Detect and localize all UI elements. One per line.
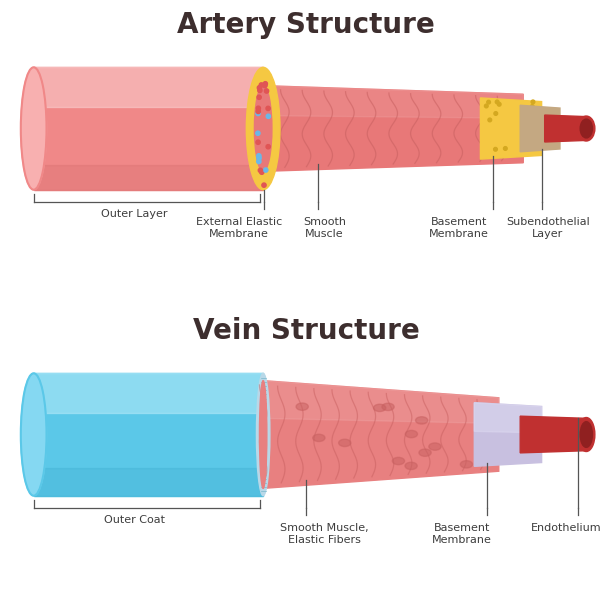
Ellipse shape (256, 154, 261, 158)
Polygon shape (263, 381, 499, 424)
Polygon shape (520, 105, 560, 152)
Ellipse shape (416, 417, 428, 424)
Polygon shape (480, 98, 542, 159)
Polygon shape (474, 403, 542, 433)
Text: Endothelium: Endothelium (531, 523, 602, 533)
Ellipse shape (382, 403, 394, 411)
Ellipse shape (259, 381, 267, 488)
Ellipse shape (256, 110, 260, 114)
Ellipse shape (263, 81, 267, 86)
Ellipse shape (264, 89, 269, 93)
Text: Basement
Membrane: Basement Membrane (432, 523, 492, 545)
Polygon shape (34, 67, 263, 107)
Polygon shape (263, 381, 499, 488)
Ellipse shape (21, 67, 47, 190)
Text: Subendothelial
Layer: Subendothelial Layer (506, 217, 589, 239)
Polygon shape (34, 468, 263, 496)
Ellipse shape (531, 100, 535, 103)
Ellipse shape (256, 111, 260, 116)
Ellipse shape (257, 156, 261, 160)
Polygon shape (34, 67, 263, 190)
Ellipse shape (485, 104, 488, 108)
Ellipse shape (405, 430, 417, 438)
Ellipse shape (313, 434, 325, 441)
Ellipse shape (266, 114, 271, 119)
Ellipse shape (256, 159, 261, 163)
Ellipse shape (460, 461, 472, 468)
Ellipse shape (373, 404, 386, 411)
Ellipse shape (256, 106, 261, 110)
Ellipse shape (338, 439, 351, 447)
Ellipse shape (405, 462, 417, 469)
Ellipse shape (498, 102, 501, 106)
Ellipse shape (296, 403, 308, 410)
Ellipse shape (257, 86, 261, 90)
Polygon shape (545, 115, 588, 142)
Text: Smooth
Muscle: Smooth Muscle (303, 217, 346, 239)
Ellipse shape (246, 67, 280, 190)
Ellipse shape (257, 95, 261, 99)
Ellipse shape (495, 100, 499, 104)
Ellipse shape (264, 168, 268, 172)
Ellipse shape (266, 144, 271, 149)
Polygon shape (34, 165, 263, 190)
Text: Outer Layer: Outer Layer (102, 209, 168, 219)
Ellipse shape (531, 105, 534, 108)
Ellipse shape (419, 449, 431, 457)
Ellipse shape (578, 417, 595, 452)
Ellipse shape (256, 131, 260, 135)
Ellipse shape (488, 118, 491, 122)
Ellipse shape (578, 116, 595, 141)
Ellipse shape (262, 183, 266, 187)
Text: Vein Structure: Vein Structure (193, 317, 419, 345)
Polygon shape (34, 373, 263, 496)
Polygon shape (474, 403, 542, 466)
Text: External Elastic
Membrane: External Elastic Membrane (196, 217, 282, 239)
Ellipse shape (256, 373, 270, 496)
Ellipse shape (258, 88, 262, 92)
Ellipse shape (258, 168, 263, 173)
Polygon shape (34, 373, 263, 413)
Ellipse shape (259, 170, 264, 174)
Text: Smooth Muscle,
Elastic Fibers: Smooth Muscle, Elastic Fibers (280, 523, 368, 545)
Text: Basement
Membrane: Basement Membrane (429, 217, 489, 239)
Ellipse shape (21, 373, 47, 496)
Polygon shape (263, 86, 523, 118)
Ellipse shape (504, 147, 507, 151)
Ellipse shape (580, 119, 592, 138)
Ellipse shape (487, 100, 490, 104)
Ellipse shape (259, 83, 264, 87)
Ellipse shape (266, 106, 271, 111)
Polygon shape (263, 86, 523, 171)
Ellipse shape (255, 86, 272, 171)
Text: Artery Structure: Artery Structure (177, 11, 435, 39)
Ellipse shape (580, 422, 592, 447)
Text: Outer Coat: Outer Coat (104, 515, 165, 525)
Ellipse shape (494, 147, 498, 151)
Ellipse shape (256, 140, 260, 144)
Ellipse shape (392, 457, 405, 465)
Polygon shape (520, 416, 588, 453)
Ellipse shape (263, 83, 267, 88)
Ellipse shape (494, 111, 498, 115)
Ellipse shape (429, 443, 441, 450)
